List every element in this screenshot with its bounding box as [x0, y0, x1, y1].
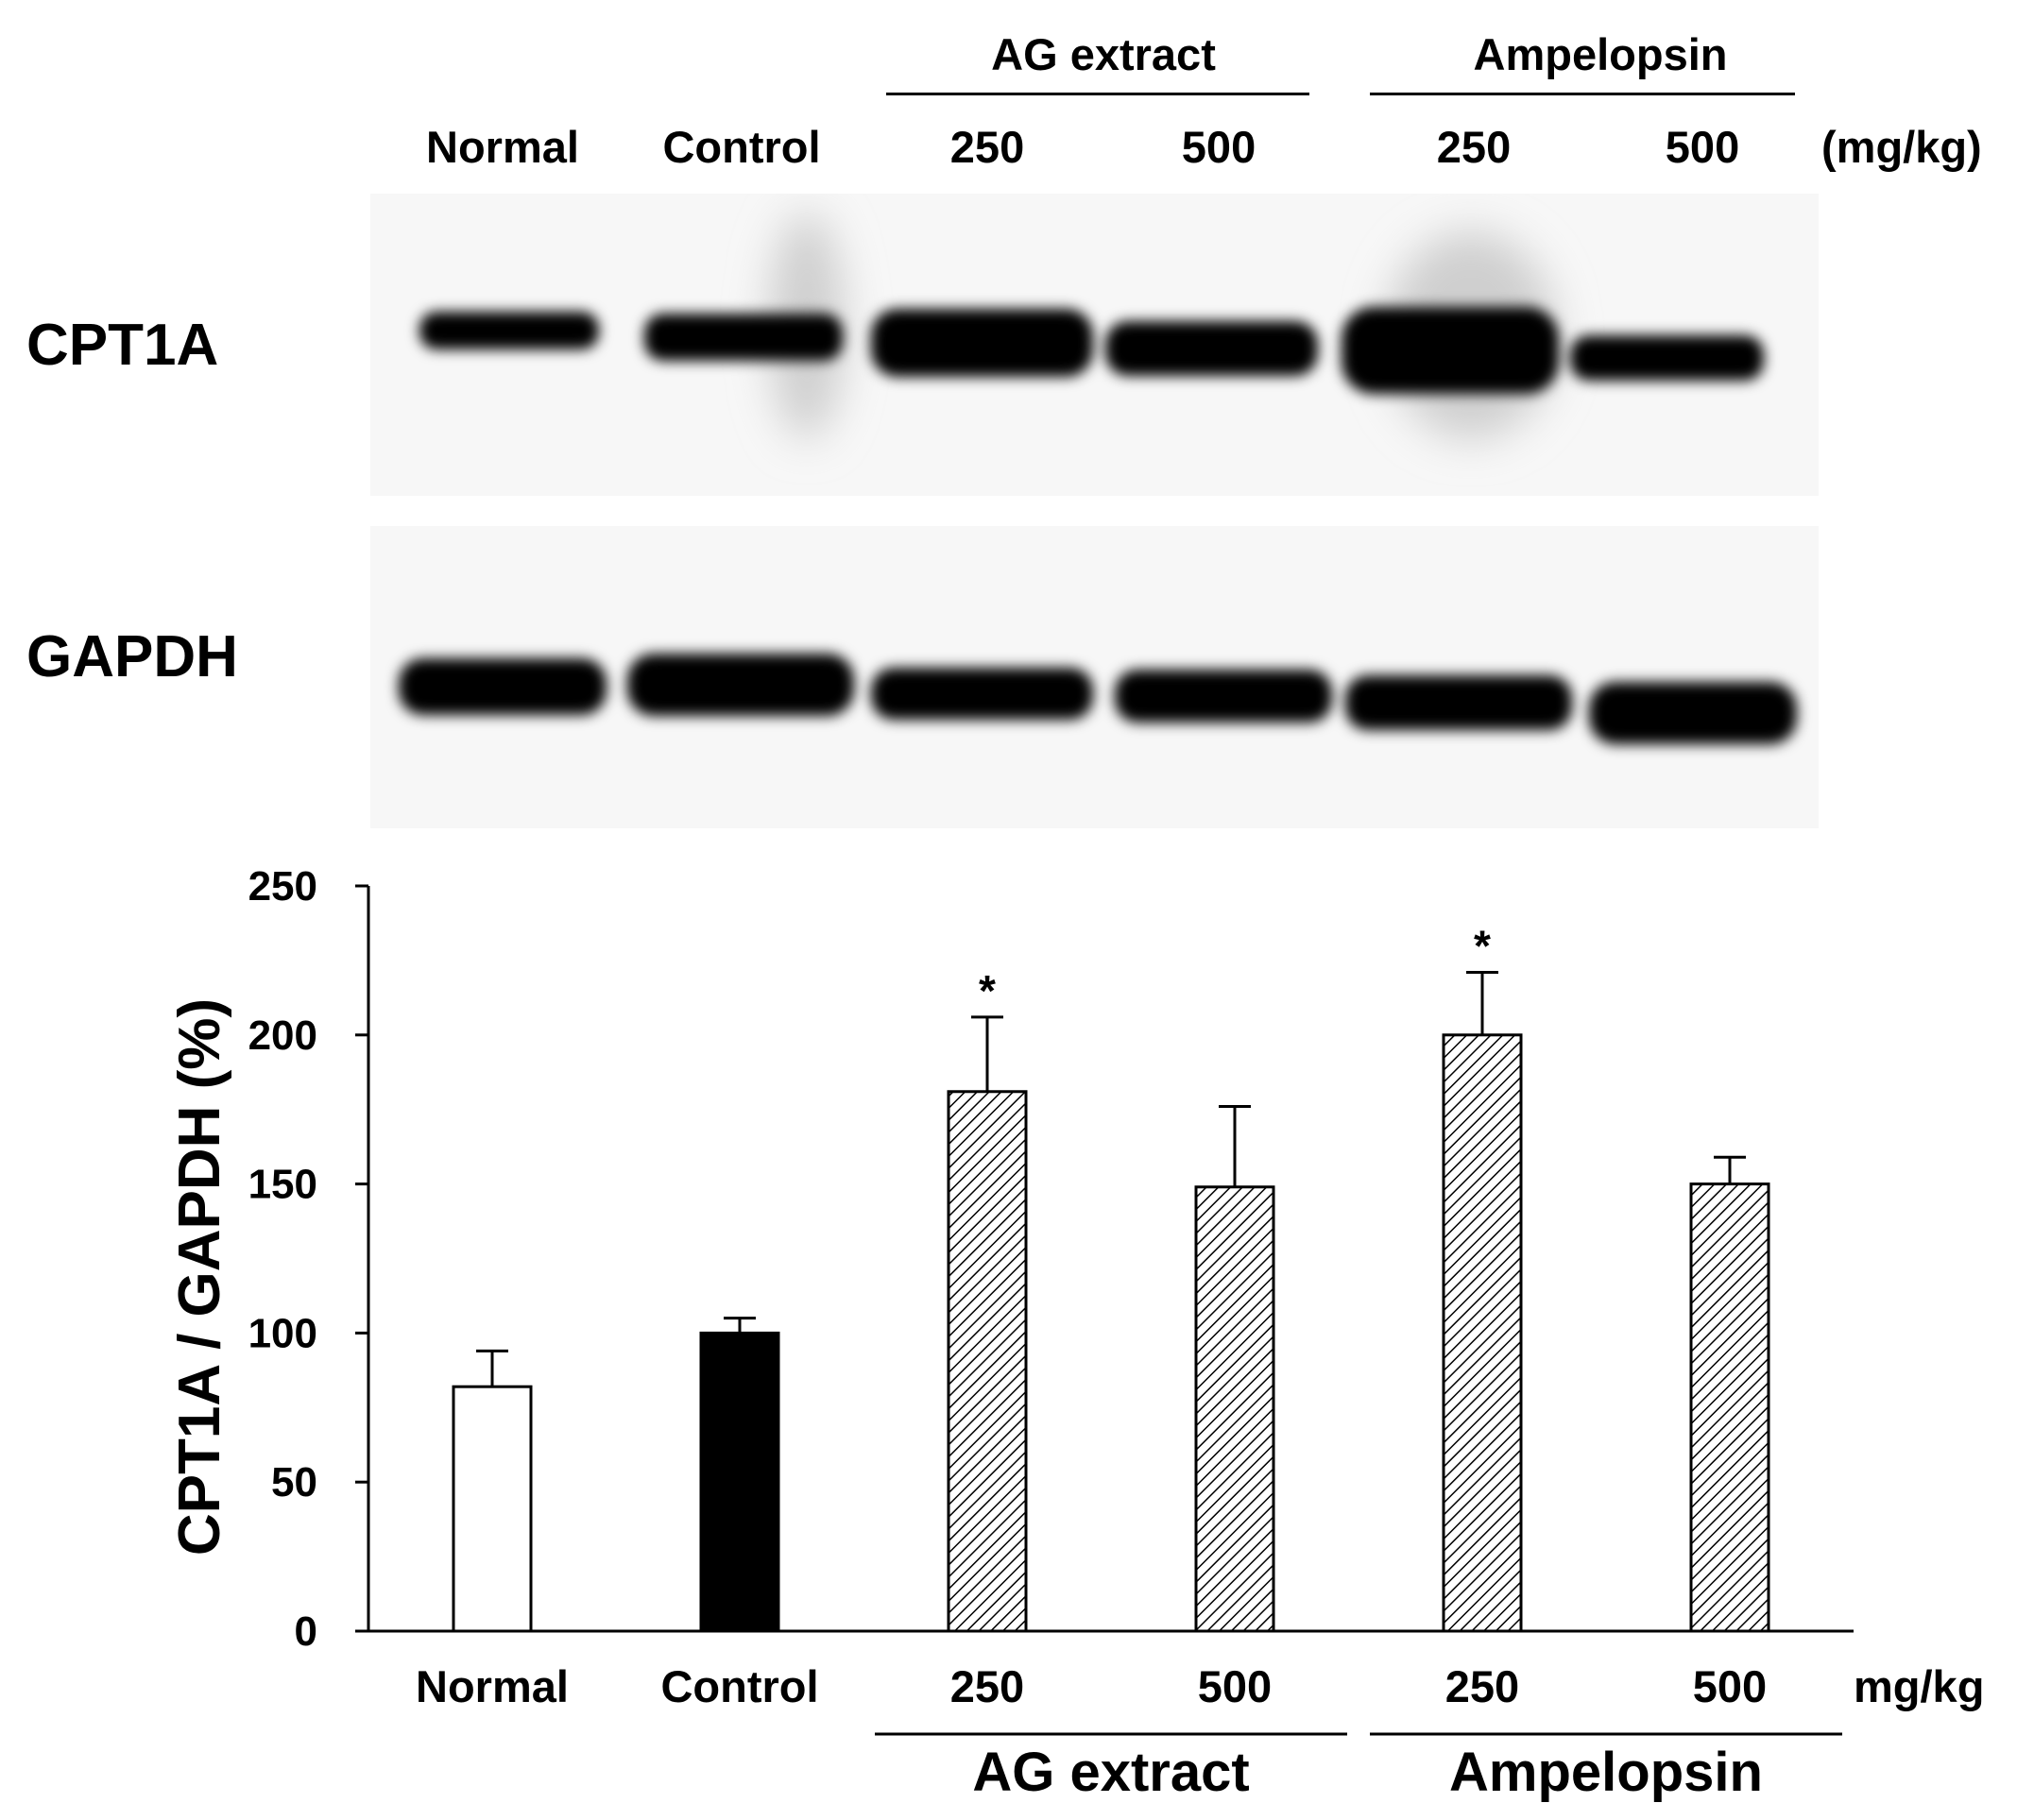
- gapdh-band-amp-250: [1345, 675, 1572, 730]
- cpt1a-band-ag-250: [871, 309, 1093, 377]
- blot-lane-label-control: Control: [662, 122, 821, 172]
- blot-lane-label-amp-250: 250: [1436, 122, 1512, 172]
- y-tick-label: 0: [295, 1608, 317, 1655]
- y-tick-label: 250: [248, 863, 317, 910]
- blot-lane-label-ag-500: 500: [1181, 122, 1256, 172]
- blot-group-rule-ag-extract: [886, 93, 1309, 95]
- x-tick-labels: Normal Control 250 500 250 500: [416, 1661, 1767, 1711]
- bars: **: [452, 922, 1770, 1633]
- y-axis-label: CPT1A / GAPDH (%): [167, 998, 232, 1556]
- cpt1a-band-control: [644, 314, 843, 361]
- x-tick-label: Normal: [416, 1661, 569, 1711]
- x-tick-label: Control: [660, 1661, 818, 1711]
- cpt1a-band-normal: [419, 312, 599, 349]
- x-group-labels: AG extract Ampelopsin: [875, 1732, 1842, 1803]
- cpt1a-band-amp-250: [1342, 307, 1559, 394]
- bar: [1194, 1185, 1275, 1633]
- blot-group-rule-ampelopsin: [1370, 93, 1795, 95]
- cpt1a-blot-image: [370, 194, 1819, 496]
- group-label: AG extract: [972, 1742, 1249, 1803]
- bar: [699, 1331, 780, 1633]
- bar: [1689, 1182, 1770, 1633]
- gapdh-band-normal: [399, 658, 607, 715]
- gapdh-band-control: [627, 654, 854, 716]
- bar: [1442, 1033, 1523, 1633]
- gapdh-band-amp-500: [1589, 682, 1797, 744]
- x-tick-label: 500: [1693, 1661, 1767, 1711]
- protein-label-gapdh: GAPDH: [26, 624, 238, 689]
- y-tick-label: 200: [248, 1012, 317, 1059]
- gapdh-bands: [399, 654, 1797, 744]
- cpt1a-band-amp-500: [1570, 335, 1764, 381]
- protein-label-cpt1a: CPT1A: [26, 313, 219, 378]
- gapdh-blot-image: [370, 526, 1819, 828]
- x-tick-label: 250: [950, 1661, 1024, 1711]
- y-tick-label: 100: [248, 1310, 317, 1356]
- bar: [947, 1090, 1028, 1633]
- gapdh-band-ag-250: [871, 668, 1093, 720]
- cpt1a-band-ag-500: [1105, 321, 1318, 376]
- y-ticks: 0 50 100 150 200 250: [248, 863, 368, 1655]
- bar: [452, 1385, 533, 1633]
- significance-marker: *: [1474, 922, 1491, 971]
- x-unit-label: mg/kg: [1854, 1661, 1984, 1711]
- cpt1a-bands: [419, 307, 1764, 394]
- blot-lane-label-ag-250: 250: [949, 122, 1025, 172]
- x-tick-label: 250: [1445, 1661, 1519, 1711]
- blot-group-label-ag-extract: AG extract: [991, 29, 1216, 79]
- gapdh-band-ag-500: [1115, 670, 1332, 723]
- y-tick-label: 50: [271, 1459, 317, 1505]
- significance-marker: *: [979, 966, 996, 1015]
- group-label: Ampelopsin: [1449, 1742, 1763, 1803]
- blot-lane-label-normal: Normal: [426, 122, 579, 172]
- x-tick-label: 500: [1198, 1661, 1272, 1711]
- y-tick-label: 150: [248, 1162, 317, 1208]
- blot-unit-label: (mg/kg): [1821, 122, 1982, 172]
- blot-group-label-ampelopsin: Ampelopsin: [1473, 29, 1728, 79]
- blot-lane-label-amp-500: 500: [1665, 122, 1740, 172]
